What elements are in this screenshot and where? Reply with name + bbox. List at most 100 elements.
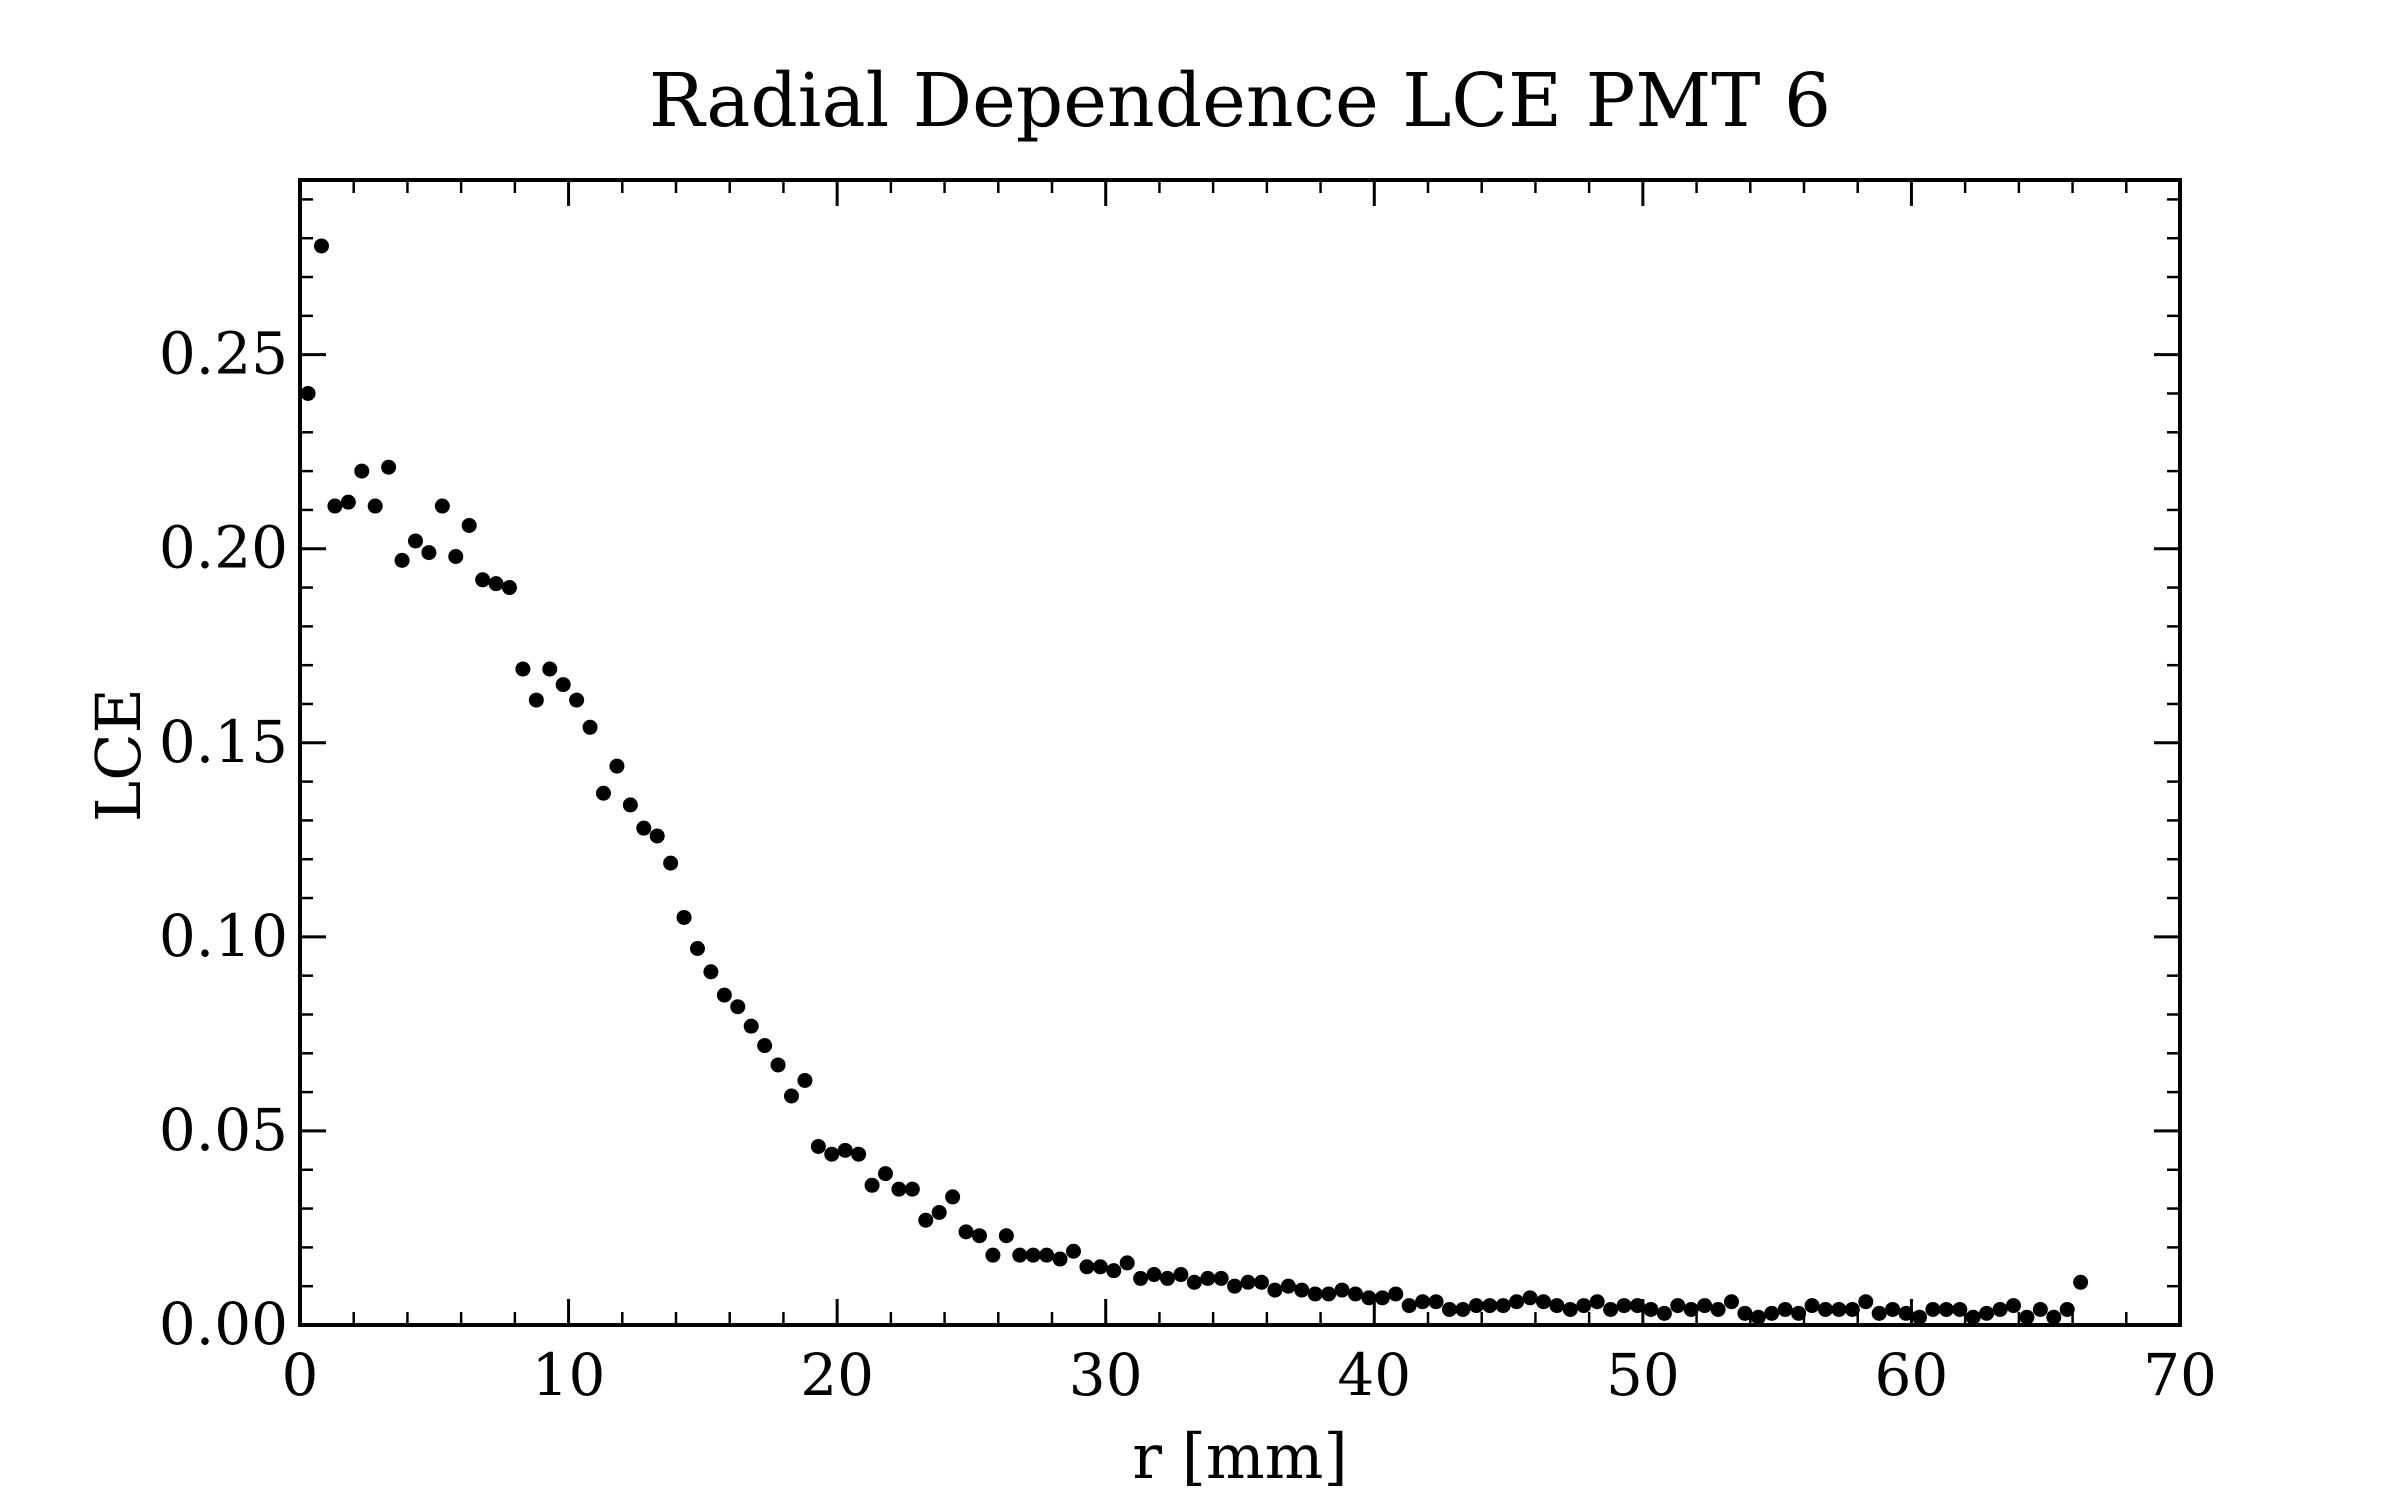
data-point: [501, 580, 517, 596]
data-point: [2059, 1301, 2075, 1317]
data-point: [1388, 1286, 1404, 1302]
data-point: [851, 1146, 867, 1162]
data-point: [1885, 1301, 1901, 1317]
data-point: [1146, 1267, 1162, 1283]
data-point: [1589, 1294, 1605, 1310]
data-point: [877, 1166, 893, 1182]
data-point: [488, 576, 504, 592]
data-point: [1374, 1290, 1390, 1306]
data-point: [1428, 1294, 1444, 1310]
data-point: [2019, 1309, 2035, 1325]
data-point: [1186, 1274, 1202, 1290]
data-point: [918, 1212, 934, 1228]
x-tick-label: 50: [1606, 1341, 1680, 1409]
axis-ticks: [298, 180, 2182, 1327]
x-tick-label: 70: [2143, 1341, 2217, 1409]
data-point: [1012, 1247, 1028, 1263]
data-point: [1925, 1301, 1941, 1317]
y-tick-label: 0.05: [159, 1096, 288, 1164]
data-point: [1992, 1301, 2008, 1317]
data-point: [407, 533, 423, 549]
data-point: [730, 999, 746, 1015]
data-point: [837, 1142, 853, 1158]
data-point: [448, 548, 464, 564]
data-point: [542, 661, 558, 677]
data-point: [891, 1181, 907, 1197]
data-point: [676, 909, 692, 925]
data-point: [1535, 1294, 1551, 1310]
data-point: [1200, 1270, 1216, 1286]
x-tick-label: 0: [282, 1341, 319, 1409]
data-point: [636, 820, 652, 836]
data-point: [1616, 1298, 1632, 1314]
data-point: [421, 545, 437, 561]
plot-frame: [298, 178, 2182, 1327]
data-point: [1482, 1298, 1498, 1314]
y-tick-label: 0.10: [159, 902, 288, 970]
data-point: [1253, 1274, 1269, 1290]
data-point: [663, 855, 679, 871]
data-point: [824, 1146, 840, 1162]
data-point: [1092, 1259, 1108, 1275]
data-point: [1643, 1301, 1659, 1317]
data-point: [1979, 1305, 1995, 1321]
data-point: [1079, 1259, 1095, 1275]
data-point: [394, 552, 410, 568]
data-point: [958, 1224, 974, 1240]
data-point: [1817, 1301, 1833, 1317]
x-axis-label: r [mm]: [1132, 1420, 1347, 1493]
x-tick-label: 20: [800, 1341, 874, 1409]
data-point: [1455, 1301, 1471, 1317]
x-tick-label: 30: [1069, 1341, 1143, 1409]
data-point: [1321, 1286, 1337, 1302]
data-point: [1267, 1282, 1283, 1298]
data-point: [703, 964, 719, 980]
data-point: [1844, 1301, 1860, 1317]
data-point: [1938, 1301, 1954, 1317]
data-point: [528, 692, 544, 708]
data-point: [904, 1181, 920, 1197]
data-point: [1911, 1309, 1927, 1325]
data-point: [2032, 1301, 2048, 1317]
data-point: [2046, 1309, 2062, 1325]
y-tick-label: 0.15: [159, 708, 288, 776]
data-point: [327, 498, 343, 514]
data-point: [1173, 1267, 1189, 1283]
data-point: [1522, 1290, 1538, 1306]
data-point: [1025, 1247, 1041, 1263]
data-point: [475, 572, 491, 588]
chart-title: Radial Dependence LCE PMT 6: [649, 58, 1831, 144]
data-point: [367, 498, 383, 514]
data-point: [1441, 1301, 1457, 1317]
data-point: [1347, 1286, 1363, 1302]
data-point: [434, 498, 450, 514]
data-point: [622, 797, 638, 813]
data-point: [1898, 1305, 1914, 1321]
data-point: [609, 758, 625, 774]
data-point: [1629, 1298, 1645, 1314]
data-point: [1750, 1309, 1766, 1325]
data-point: [1361, 1290, 1377, 1306]
data-point: [1777, 1301, 1793, 1317]
data-point: [1952, 1301, 1968, 1317]
data-point: [1509, 1294, 1525, 1310]
data-point: [971, 1228, 987, 1244]
data-point: [1549, 1298, 1565, 1314]
data-point: [2005, 1298, 2021, 1314]
data-point: [1670, 1298, 1686, 1314]
data-point: [1710, 1301, 1726, 1317]
data-point: [1697, 1298, 1713, 1314]
data-point: [1159, 1270, 1175, 1286]
data-point: [1415, 1294, 1431, 1310]
data-point: [1603, 1301, 1619, 1317]
data-point: [1052, 1251, 1068, 1267]
data-point: [1683, 1301, 1699, 1317]
data-point: [1065, 1243, 1081, 1259]
y-tick-label: 0.25: [159, 320, 288, 388]
data-point: [1871, 1305, 1887, 1321]
data-point: [1280, 1278, 1296, 1294]
data-point: [1401, 1298, 1417, 1314]
data-point: [1576, 1298, 1592, 1314]
data-point: [555, 677, 571, 693]
data-point: [797, 1072, 813, 1088]
